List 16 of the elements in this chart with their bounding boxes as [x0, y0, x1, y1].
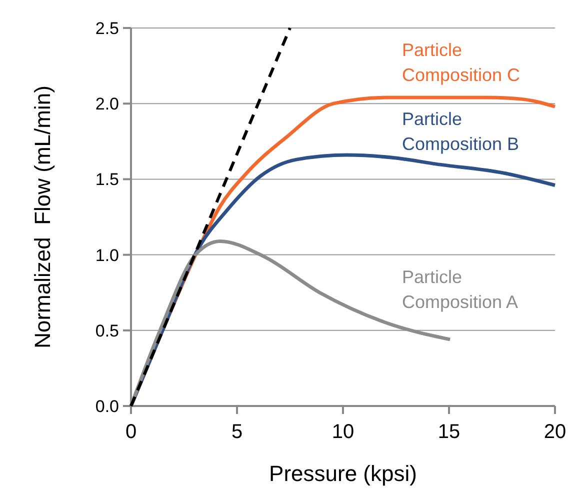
y-tick-label: 0.5: [95, 321, 119, 340]
x-tick-label: 15: [438, 421, 460, 443]
x-axis-title: Pressure (kpsi): [269, 461, 417, 486]
y-axis-title: Normalized Flow (mL/min): [30, 86, 55, 348]
series-label: Particle Composition B: [402, 109, 520, 154]
x-tick-label: 5: [231, 421, 243, 443]
x-tick-label: 0: [125, 421, 137, 443]
y-tick-label: 0.0: [95, 396, 119, 416]
y-tick-label: 1.5: [95, 170, 119, 190]
y-tick-label: 1.0: [95, 246, 119, 265]
y-tick-label: 2.5: [95, 18, 119, 38]
x-tick-label: 10: [332, 421, 354, 443]
y-tick-label: 2.0: [95, 94, 119, 114]
series-label: Particle Composition C: [402, 40, 520, 85]
series-label: Particle Composition A: [402, 267, 518, 312]
x-tick-label: 20: [544, 421, 566, 443]
